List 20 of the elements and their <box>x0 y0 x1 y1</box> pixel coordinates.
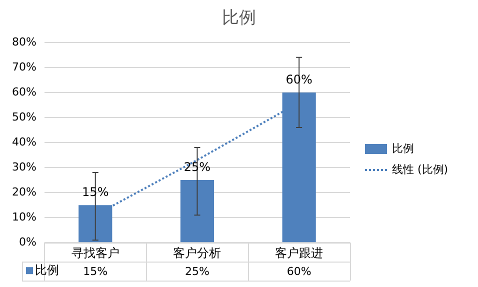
y-tick-label: 50% <box>12 110 36 124</box>
chart-title: 比例 <box>392 142 414 155</box>
legend-label: 线性 (比例) <box>392 162 448 177</box>
y-tick-label: 20% <box>12 185 36 198</box>
y-tick-label: 60% <box>12 85 36 98</box>
y-tick-label: 40% <box>12 135 36 148</box>
data-label: 60% <box>286 264 312 278</box>
y-tick-label: 30% <box>12 160 36 174</box>
x-tick-label: 客户分析 <box>173 246 222 260</box>
x-tick-label: 寻找客户 <box>71 246 120 260</box>
data-label: 15% <box>83 264 108 278</box>
y-tick-label: 80% <box>12 35 36 48</box>
chart-title: 比例 <box>221 7 257 29</box>
x-tick-label: 客户跟进 <box>275 246 324 260</box>
y-tick-label: 10% <box>12 210 36 224</box>
y-tick-label: 0% <box>18 235 36 248</box>
y-tick-label: 70% <box>12 60 36 74</box>
bar <box>180 180 214 242</box>
data-label: 25% <box>185 264 210 278</box>
legend-label: 比例 <box>35 263 59 278</box>
